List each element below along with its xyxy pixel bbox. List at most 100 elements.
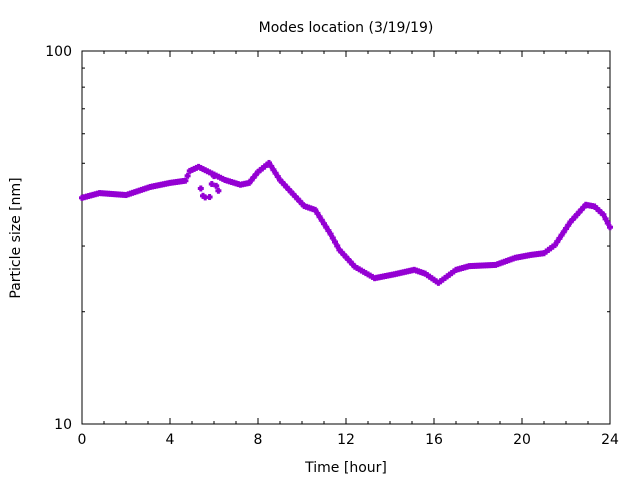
data-point [545, 246, 552, 253]
data-point [558, 232, 565, 239]
data-point [596, 207, 602, 214]
data-point [184, 172, 191, 179]
data-point [345, 256, 352, 263]
data-point [580, 204, 587, 211]
data-point [446, 271, 453, 278]
data-point [263, 161, 270, 168]
x-tick-label: 20 [513, 432, 531, 448]
data-point [325, 227, 332, 234]
data-point [571, 214, 578, 221]
data-point [296, 198, 303, 205]
data-point [565, 222, 572, 229]
data-point [424, 272, 431, 279]
x-tick-label: 0 [78, 432, 87, 448]
data-point [431, 276, 437, 283]
data-point [574, 211, 580, 218]
x-axis-label: Time [hour] [304, 460, 387, 476]
data-point [340, 251, 347, 258]
data-point [248, 177, 255, 184]
x-tick-label: 24 [601, 432, 619, 448]
plot-border [81, 50, 611, 425]
data-point [294, 195, 301, 202]
data-point [246, 179, 253, 186]
data-point [602, 215, 609, 222]
data-point [442, 274, 448, 281]
data-point [314, 210, 321, 217]
data-point [426, 273, 433, 280]
data-point [607, 224, 613, 231]
data-point [285, 186, 292, 193]
data-point [182, 177, 189, 184]
data-point [569, 216, 576, 223]
data-point [450, 268, 457, 275]
data-point [261, 163, 268, 170]
data-point [323, 224, 330, 231]
data-point [255, 168, 261, 175]
data-point [576, 209, 583, 216]
data-point [283, 184, 290, 191]
data-point [279, 179, 286, 186]
data-point [259, 165, 266, 172]
data-point [448, 270, 455, 277]
data-point [292, 193, 299, 200]
data-point [257, 167, 264, 174]
chart-title: Modes location (3/19/19) [259, 20, 434, 36]
data-point [329, 235, 336, 242]
data-point [549, 243, 556, 250]
data-point [208, 180, 215, 187]
data-point [281, 181, 288, 188]
data-point [316, 213, 323, 220]
x-tick-label: 4 [166, 432, 175, 448]
data-point [252, 171, 259, 178]
data-point [215, 187, 222, 194]
data-point [435, 279, 442, 286]
data-point [268, 163, 275, 170]
data-point [541, 250, 547, 257]
data-point [428, 275, 435, 282]
data-point [552, 241, 558, 248]
x-tick-label: 8 [254, 432, 263, 448]
data-point [422, 270, 429, 277]
data-point [556, 235, 563, 242]
data-point [274, 173, 281, 180]
data-point [327, 231, 334, 238]
data-point [299, 200, 305, 207]
data-point [336, 246, 343, 253]
data-point [560, 228, 567, 235]
data-point [288, 188, 294, 195]
data-point [578, 206, 585, 213]
data-point [347, 258, 354, 265]
data-point [437, 278, 444, 285]
x-tick-label: 12 [337, 432, 355, 448]
data-point [439, 276, 446, 283]
data-point [600, 211, 607, 218]
data-point [604, 220, 611, 227]
data-point [270, 166, 277, 173]
data-point [593, 205, 600, 212]
data-point [250, 174, 257, 181]
data-point [277, 176, 283, 183]
data-point [272, 170, 279, 177]
data-point [334, 242, 341, 249]
data-point [206, 194, 213, 201]
data-point [332, 238, 338, 245]
data-point [343, 254, 349, 261]
data-point [211, 173, 217, 180]
y-tick-label: 100 [45, 44, 72, 60]
y-tick-label: 10 [54, 417, 72, 433]
data-point [312, 206, 319, 213]
data-point [563, 225, 569, 232]
data-point [567, 218, 574, 225]
data-point [543, 248, 550, 255]
data-point [433, 278, 440, 285]
data-point [444, 273, 451, 280]
data-point [266, 159, 272, 166]
data-point [321, 220, 327, 227]
data-point [598, 209, 605, 216]
data-point [202, 194, 209, 201]
data-point [591, 203, 598, 210]
data-point [349, 261, 356, 268]
data-point [213, 182, 220, 189]
data-point [338, 249, 345, 256]
